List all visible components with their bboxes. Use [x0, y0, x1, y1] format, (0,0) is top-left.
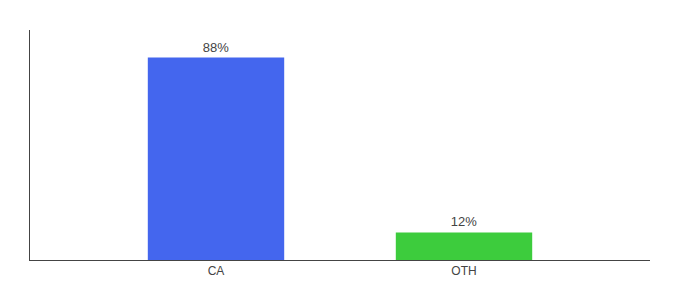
- svg-text:CA: CA: [208, 264, 225, 278]
- svg-text:OTH: OTH: [451, 264, 476, 278]
- svg-text:88%: 88%: [203, 40, 229, 55]
- svg-text:12%: 12%: [451, 214, 477, 229]
